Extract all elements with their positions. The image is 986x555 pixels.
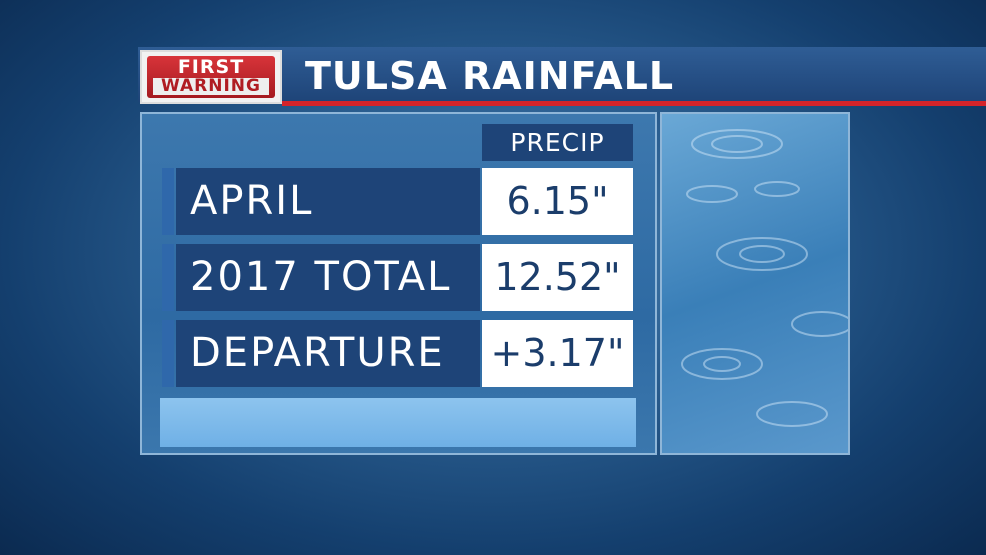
red-stripe [282,101,986,106]
row-label: APRIL [176,168,480,235]
logo-line: WARNING [153,78,269,95]
row-accent [162,320,174,387]
rain-image [660,112,853,455]
column-header: PRECIP [482,124,633,161]
title: TULSA RAINFALL [305,54,675,98]
row-accent [162,244,174,311]
row-value: 12.52" [482,244,633,311]
footer-bar [160,398,636,447]
logo-line: FIRST [177,56,245,78]
ripples [681,129,853,427]
row-label: 2017 TOTAL [176,244,480,311]
logo-badge: FIRST WARNING [147,56,275,98]
row-accent [162,168,174,235]
logo: FIRST WARNING [140,50,282,104]
row-value: 6.15" [482,168,633,235]
row-label: DEPARTURE [176,320,480,387]
row-value: +3.17" [482,320,633,387]
